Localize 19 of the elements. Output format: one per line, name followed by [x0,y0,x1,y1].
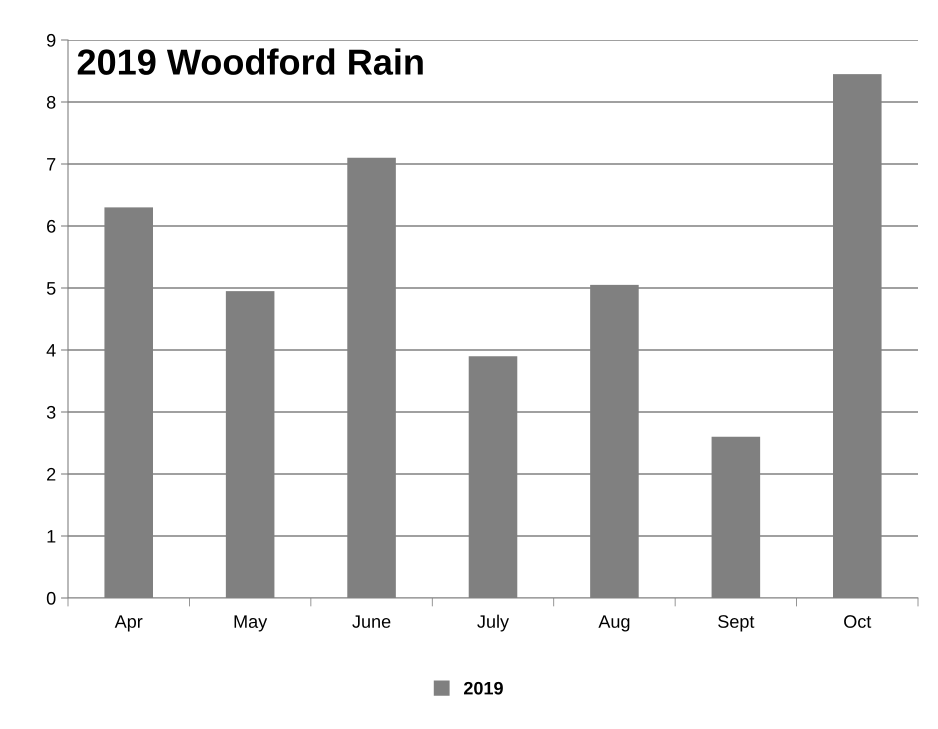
x-tick-label: Aug [598,615,630,632]
y-tick-label: 7 [47,158,56,171]
y-tick-label: 6 [47,220,56,233]
legend-label: 2019 [464,682,503,695]
y-tick-label: 4 [46,344,56,357]
x-tick-label: July [477,614,510,632]
x-tick-label: May [234,615,268,632]
chart-title: 2019 Woodford Rain [78,48,423,75]
y-tick-label: 8 [46,96,56,109]
y-tick-label: 5 [46,282,56,295]
y-tick-label: 0 [46,592,56,605]
x-tick-label: June [352,615,390,628]
x-tick-label: Sept [718,615,754,632]
y-tick-label: 2 [47,468,56,481]
y-tick-label: 1 [48,530,56,543]
y-tick-label: 9 [47,34,56,47]
x-tick-label: Oct [844,615,872,628]
y-tick-label: 3 [46,406,56,419]
x-tick-label: Apr [114,615,142,632]
